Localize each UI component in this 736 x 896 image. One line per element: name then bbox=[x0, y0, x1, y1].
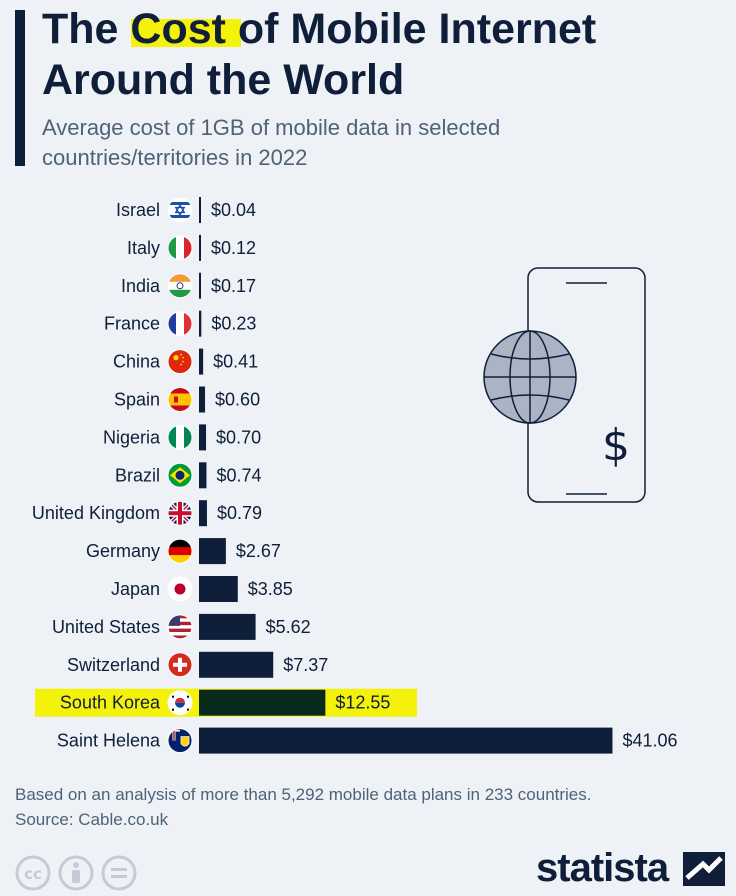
category-label: United States bbox=[52, 617, 160, 637]
category-label: Japan bbox=[111, 579, 160, 599]
category-label: South Korea bbox=[60, 693, 161, 713]
value-label: $0.04 bbox=[211, 200, 256, 220]
india-flag-icon bbox=[167, 273, 193, 299]
statista-logo[interactable]: statista bbox=[536, 846, 669, 890]
accent-bar bbox=[15, 10, 25, 166]
category-label: Germany bbox=[86, 541, 160, 561]
value-label: $2.67 bbox=[236, 541, 281, 561]
bar bbox=[199, 689, 326, 716]
bar bbox=[199, 272, 201, 299]
brazil-flag-icon bbox=[167, 462, 193, 488]
category-label: Italy bbox=[127, 238, 160, 258]
south-korea-flag-icon bbox=[167, 690, 193, 716]
uk-flag-icon bbox=[167, 500, 193, 526]
italy-flag-icon bbox=[167, 235, 193, 261]
bar bbox=[199, 727, 613, 754]
usa-flag-icon bbox=[167, 614, 193, 640]
category-label: Israel bbox=[116, 200, 160, 220]
chart-subtitle: Average cost of 1GB of mobile data in se… bbox=[42, 115, 501, 170]
bar bbox=[199, 462, 207, 489]
saint-helena-flag-icon bbox=[167, 728, 193, 754]
category-label: China bbox=[113, 352, 161, 372]
value-label: $12.55 bbox=[335, 693, 390, 713]
footnote: Based on an analysis of more than 5,292 … bbox=[15, 782, 715, 832]
value-label: $0.41 bbox=[213, 352, 258, 372]
attribution-icon[interactable] bbox=[58, 855, 94, 891]
spain-flag-icon bbox=[167, 387, 193, 412]
value-label: $0.79 bbox=[217, 503, 262, 523]
svg-text:cc: cc bbox=[24, 865, 42, 883]
category-label: India bbox=[121, 276, 161, 296]
bar bbox=[199, 576, 238, 602]
bar bbox=[199, 348, 204, 375]
title-highlight bbox=[131, 19, 241, 47]
bar bbox=[199, 613, 256, 640]
bar bbox=[199, 538, 226, 565]
category-label: United Kingdom bbox=[32, 503, 160, 523]
value-label: $41.06 bbox=[622, 731, 677, 751]
switzerland-flag-icon bbox=[167, 652, 193, 678]
bar bbox=[199, 651, 274, 678]
bar bbox=[199, 386, 206, 413]
israel-flag-icon bbox=[167, 197, 193, 223]
value-label: $7.37 bbox=[283, 655, 328, 675]
svg-text:$: $ bbox=[602, 420, 630, 471]
germany-flag-icon bbox=[167, 538, 193, 564]
bar bbox=[199, 197, 201, 223]
category-label: Spain bbox=[114, 390, 160, 410]
france-flag-icon bbox=[167, 311, 193, 337]
nigeria-flag-icon bbox=[167, 424, 193, 450]
no-derivatives-icon[interactable] bbox=[101, 855, 137, 891]
category-label: Nigeria bbox=[103, 427, 161, 447]
bar bbox=[199, 500, 207, 527]
value-label: $0.74 bbox=[216, 465, 261, 485]
value-label: $0.23 bbox=[211, 314, 256, 334]
category-label: Switzerland bbox=[67, 655, 160, 675]
value-label: $5.62 bbox=[266, 617, 311, 637]
value-label: $0.60 bbox=[215, 390, 260, 410]
phone-globe-dollar-icon: $ bbox=[483, 267, 646, 503]
methodology-note: Based on an analysis of more than 5,292 … bbox=[15, 785, 592, 804]
category-label: Saint Helena bbox=[57, 731, 161, 751]
source-note: Source: Cable.co.uk bbox=[15, 810, 169, 829]
cc-icon[interactable]: cc bbox=[15, 855, 51, 891]
category-label: Brazil bbox=[115, 465, 160, 485]
bar bbox=[199, 424, 207, 451]
bar-chart: $ Israel $0.04 Italy $0.12 India $0.17 France $… bbox=[32, 197, 678, 754]
bar bbox=[199, 234, 201, 261]
chart-title: The Cost of Mobile Internet Around the W… bbox=[42, 5, 597, 104]
value-label: $0.12 bbox=[211, 238, 256, 258]
china-flag-icon bbox=[167, 349, 193, 375]
value-label: $0.17 bbox=[211, 276, 256, 296]
category-label: France bbox=[104, 314, 160, 334]
japan-flag-icon bbox=[167, 576, 193, 602]
statista-logo-mark bbox=[683, 852, 725, 886]
value-label: $0.70 bbox=[216, 427, 261, 447]
bar bbox=[199, 310, 202, 337]
value-label: $3.85 bbox=[248, 579, 293, 599]
